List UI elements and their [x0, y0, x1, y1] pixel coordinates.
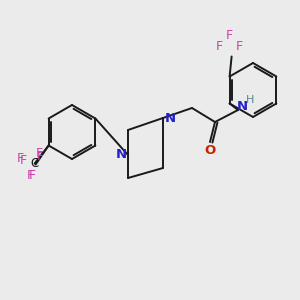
- Text: F: F: [29, 169, 36, 182]
- Text: N: N: [116, 148, 127, 161]
- Text: O: O: [204, 143, 216, 157]
- Text: F: F: [216, 40, 223, 53]
- Text: F: F: [27, 169, 34, 182]
- Text: H: H: [246, 95, 254, 105]
- Text: C: C: [31, 157, 39, 170]
- Text: N: N: [236, 100, 247, 113]
- Text: F: F: [37, 150, 44, 163]
- Text: F: F: [36, 147, 43, 160]
- Text: F: F: [17, 152, 24, 165]
- Text: F: F: [236, 40, 243, 53]
- Text: F: F: [20, 154, 27, 167]
- Text: F: F: [226, 29, 233, 42]
- Text: N: N: [164, 112, 175, 124]
